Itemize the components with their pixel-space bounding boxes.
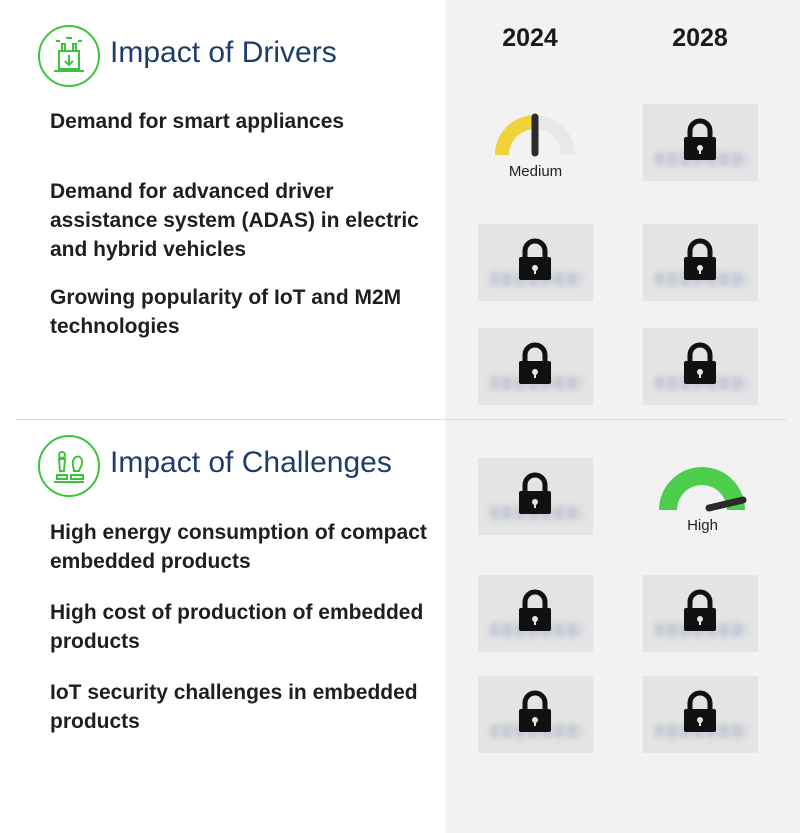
factory-icon xyxy=(38,25,100,87)
lock-icon xyxy=(684,118,716,160)
driver-label-3: Growing popularity of IoT and M2M techno… xyxy=(50,286,402,338)
gauge-label: High xyxy=(687,517,718,534)
locked-cell-challenges-2024-3[interactable] xyxy=(478,676,593,753)
lock-icon xyxy=(519,472,551,514)
locked-cell-challenges-2028-2[interactable] xyxy=(643,575,758,652)
locked-cell-drivers-2028-1[interactable] xyxy=(643,104,758,181)
driver-label-1: Demand for smart appliances xyxy=(50,110,345,133)
lock-icon xyxy=(684,342,716,384)
challenge-label-2: High cost of production of embedded prod… xyxy=(50,601,424,653)
locked-cell-challenges-2024-1[interactable] xyxy=(478,458,593,535)
impact-gauge-drivers-2024: Medium xyxy=(478,105,593,185)
locked-cell-drivers-2028-3[interactable] xyxy=(643,328,758,405)
locked-cell-challenges-2024-2[interactable] xyxy=(478,575,593,652)
impact-gauge-challenges-2028: High xyxy=(645,460,760,540)
gauge-label: Medium xyxy=(508,163,563,180)
drivers-title: Impact of Drivers xyxy=(110,36,337,69)
section-divider xyxy=(16,419,786,420)
driver-label-2: Demand for advanced driver assistance sy… xyxy=(50,180,419,261)
gauge-fill xyxy=(659,467,745,510)
locked-cell-drivers-2028-2[interactable] xyxy=(643,224,758,301)
year-header-2028: 2028 xyxy=(672,24,728,52)
lock-icon xyxy=(684,238,716,280)
challenges-title: Impact of Challenges xyxy=(110,446,392,479)
lock-icon xyxy=(684,690,716,732)
locked-cell-challenges-2028-3[interactable] xyxy=(643,676,758,753)
challenge-label-3: IoT security challenges in embedded prod… xyxy=(50,681,418,733)
lock-icon xyxy=(519,342,551,384)
lock-icon xyxy=(519,238,551,280)
lock-icon xyxy=(519,690,551,732)
gauge-fill xyxy=(495,115,535,155)
challenge-label-1: High energy consumption of compact embed… xyxy=(50,521,427,573)
year-header-2024: 2024 xyxy=(502,24,558,52)
chess-icon xyxy=(38,435,100,497)
locked-cell-drivers-2024-3[interactable] xyxy=(478,328,593,405)
lock-icon xyxy=(519,589,551,631)
lock-icon xyxy=(684,589,716,631)
locked-cell-drivers-2024-2[interactable] xyxy=(478,224,593,301)
gauge-needle xyxy=(705,496,747,512)
